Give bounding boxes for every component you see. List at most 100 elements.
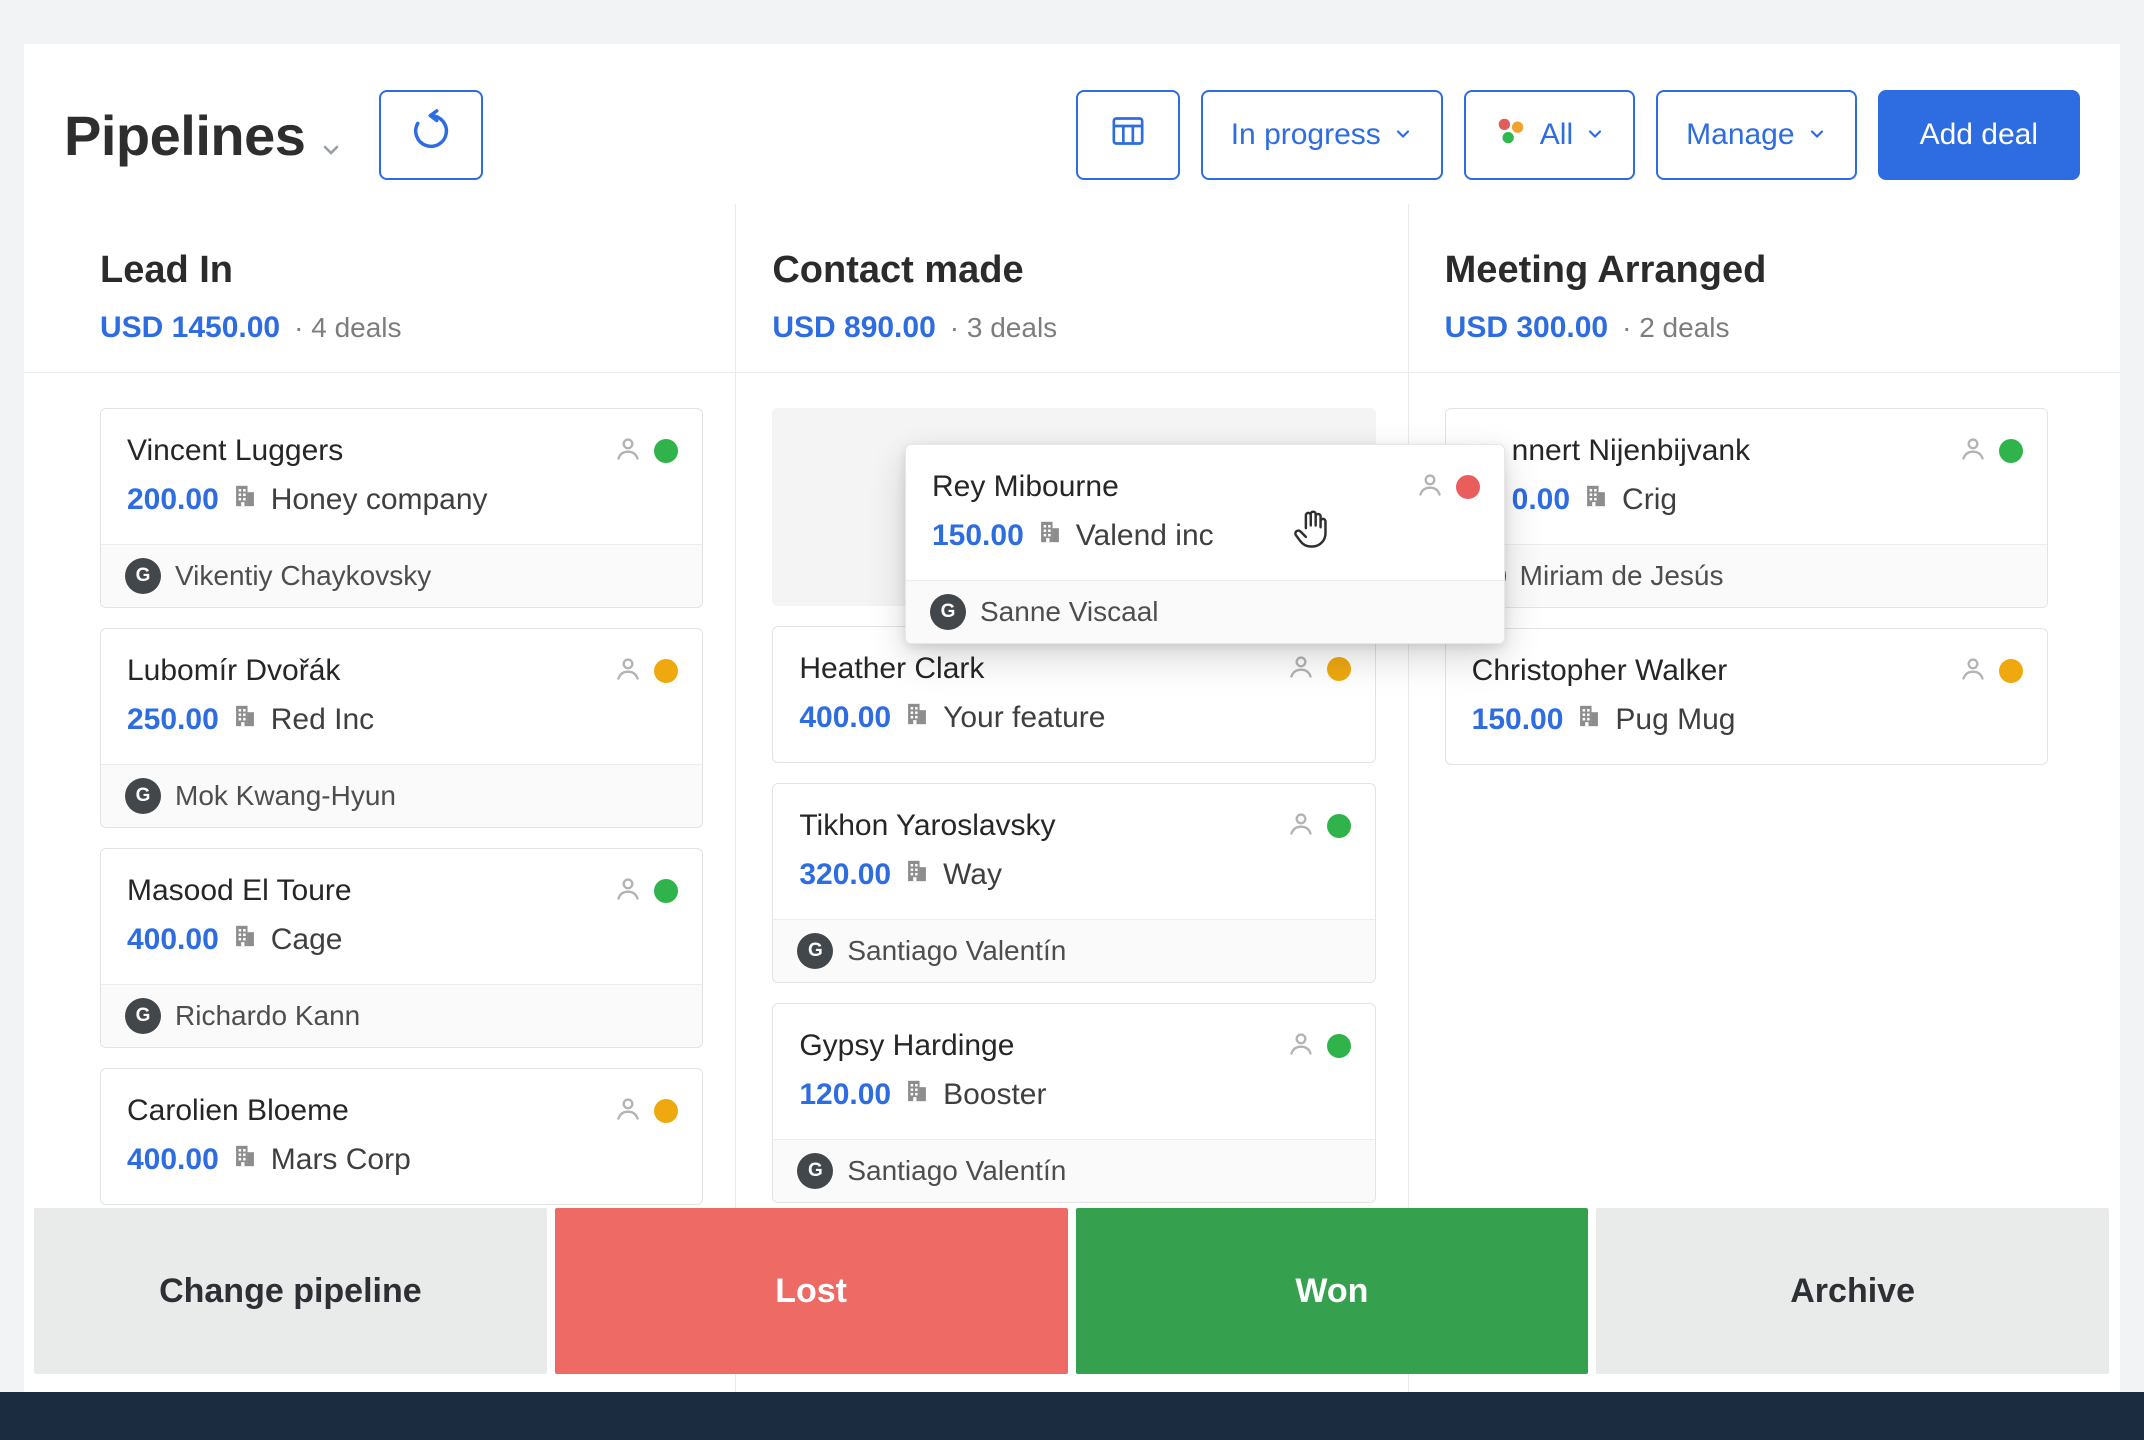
deal-card-icons [614, 653, 679, 689]
owner-name: Santiago Valentín [847, 1155, 1067, 1186]
deal-company: Mars Corp [270, 1143, 411, 1176]
deal-card-text: Tikhon Yaroslavsky 320.00 [799, 808, 1055, 893]
archive-button[interactable]: Archive [1596, 1208, 2109, 1374]
person-icon [1416, 471, 1444, 504]
deal-subrow: 400.00 [127, 922, 352, 958]
refresh-button[interactable] [379, 90, 484, 180]
deal-title: Masood El Toure [127, 874, 352, 907]
manage-button[interactable]: Manage [1656, 90, 1857, 180]
drag-layer: Rey Mibourne 150.00 [905, 444, 1505, 644]
deal-card-icons [1959, 433, 2023, 469]
status-filter-label: In progress [1230, 118, 1381, 151]
deal-card-footer: G Richardo Kann [101, 984, 703, 1047]
deal-card-footer: G Miriam de Jesús [1445, 544, 2047, 607]
owner-badge-initial: G [135, 1005, 151, 1026]
building-icon [231, 922, 259, 958]
column-stats: USD 1450.00 · 4 deals [100, 310, 703, 346]
deal-card-main: Rey Mibourne 150.00 [906, 445, 1504, 580]
pipelines-panel: Pipelines [24, 44, 2120, 1392]
chevron-down-icon [1393, 118, 1413, 152]
building-icon [231, 482, 259, 518]
deal-card-icons [1959, 653, 2023, 689]
deal-card[interactable]: Carolien Bloeme 400.00 [100, 1068, 704, 1205]
building-icon [1036, 518, 1064, 554]
status-dot [1998, 439, 2023, 463]
dragged-deal-card[interactable]: Rey Mibourne 150.00 [905, 444, 1505, 644]
deal-title: Gypsy Hardinge [799, 1029, 1015, 1062]
deal-card[interactable]: Tikhon Yaroslavsky 320.00 [772, 783, 1376, 983]
building-icon [1582, 482, 1610, 518]
status-filter-button[interactable]: In progress [1200, 90, 1443, 180]
deal-title: Vincent Luggers [127, 434, 344, 467]
owner-badge: G [930, 594, 966, 630]
change-pipeline-button[interactable]: Change pipeline [34, 1208, 547, 1374]
title-chevron-down-icon[interactable] [319, 138, 343, 162]
person-icon [1959, 435, 1987, 468]
chevron-down-icon [1585, 118, 1605, 152]
lost-button[interactable]: Lost [554, 1208, 1068, 1374]
deal-card-icons [1287, 651, 1351, 687]
deal-card-main: Christopher Walker 150.00 [1446, 629, 2047, 764]
deal-card-main: Carolien Bloeme 400.00 [101, 1069, 702, 1204]
deal-company: Your feature [943, 701, 1106, 734]
person-icon [1287, 810, 1315, 843]
drag-action-bar: Change pipeline Lost Won Archive [34, 1208, 2109, 1374]
deal-card[interactable]: Vincent Luggers 200.00 [100, 408, 704, 608]
deal-card-footer: G Santiago Valentín [773, 919, 1375, 982]
card-list: nnert Nijenbijvank 0.00 [1444, 408, 2048, 765]
deal-amount: 120.00 [799, 1078, 892, 1111]
deal-card-icons [1287, 808, 1351, 844]
deal-card-footer: G Sanne Viscaal [906, 580, 1504, 643]
deal-card-text: Gypsy Hardinge 120.00 [799, 1028, 1046, 1113]
deal-amount: 200.00 [127, 483, 219, 516]
building-icon [231, 702, 259, 738]
status-dot [1326, 814, 1351, 838]
bottom-strip [0, 1392, 2144, 1440]
deal-card[interactable]: Masood El Toure 400.00 [100, 848, 704, 1048]
deal-card-main: Masood El Toure 400.00 [101, 849, 702, 984]
deal-card-footer: G Vikentiy Chaykovsky [101, 544, 703, 607]
deal-card[interactable]: Lubomír Dvořák 250.00 [100, 628, 704, 828]
deal-subrow: 400.00 [127, 1142, 411, 1178]
pipeline-column: Meeting Arranged USD 300.00 · 2 deals nn… [1409, 204, 2080, 1392]
deal-amount: 400.00 [799, 701, 892, 734]
status-dot [654, 659, 679, 683]
deal-company: Way [943, 858, 1002, 891]
owner-badge: G [125, 998, 161, 1034]
deal-card-main: Gypsy Hardinge 120.00 [773, 1004, 1374, 1139]
board-view-icon [1108, 111, 1148, 159]
all-filter-button[interactable]: All [1463, 90, 1636, 180]
deal-card-text: Carolien Bloeme 400.00 [127, 1093, 411, 1178]
deal-title: Rey Mibourne [932, 470, 1119, 503]
deal-company: Crig [1622, 483, 1678, 516]
building-icon [1575, 702, 1603, 738]
manage-label: Manage [1686, 118, 1795, 151]
deal-card[interactable]: Christopher Walker 150.00 [1444, 628, 2048, 765]
won-button[interactable]: Won [1075, 1208, 1589, 1374]
hand-cursor-icon [1291, 508, 1333, 555]
column-deals-count: · 3 deals [949, 312, 1058, 343]
deal-card[interactable]: nnert Nijenbijvank 0.00 [1444, 408, 2048, 608]
status-dot [654, 1099, 679, 1123]
deal-card-main: Lubomír Dvořák 250.00 [101, 629, 702, 764]
board-view-button[interactable] [1075, 90, 1180, 180]
deal-company: Honey company [270, 483, 488, 516]
column-stats: USD 300.00 · 2 deals [1445, 310, 2048, 346]
deal-company: Cage [270, 923, 343, 956]
card-list: Vincent Luggers 200.00 [100, 408, 704, 1205]
status-dot [654, 879, 679, 903]
status-dot [1326, 657, 1351, 681]
owner-name: Mok Kwang-Hyun [175, 780, 396, 811]
column-stats: USD 890.00 · 3 deals [772, 310, 1375, 346]
status-dot [1456, 475, 1480, 499]
column-deals-count: · 4 deals [294, 312, 402, 343]
deal-card[interactable]: Gypsy Hardinge 120.00 [772, 1003, 1376, 1203]
deal-subrow: 320.00 [799, 857, 1055, 893]
building-icon [231, 1142, 259, 1178]
owner-badge: G [125, 558, 161, 594]
pipeline-column: Lead In USD 1450.00 · 4 deals Vincent Lu… [64, 204, 737, 1392]
add-deal-button[interactable]: Add deal [1877, 90, 2080, 180]
deal-card[interactable]: Heather Clark 400.00 [772, 626, 1376, 763]
column-amount: USD 300.00 [1444, 311, 1609, 344]
status-dot [1326, 1034, 1351, 1058]
